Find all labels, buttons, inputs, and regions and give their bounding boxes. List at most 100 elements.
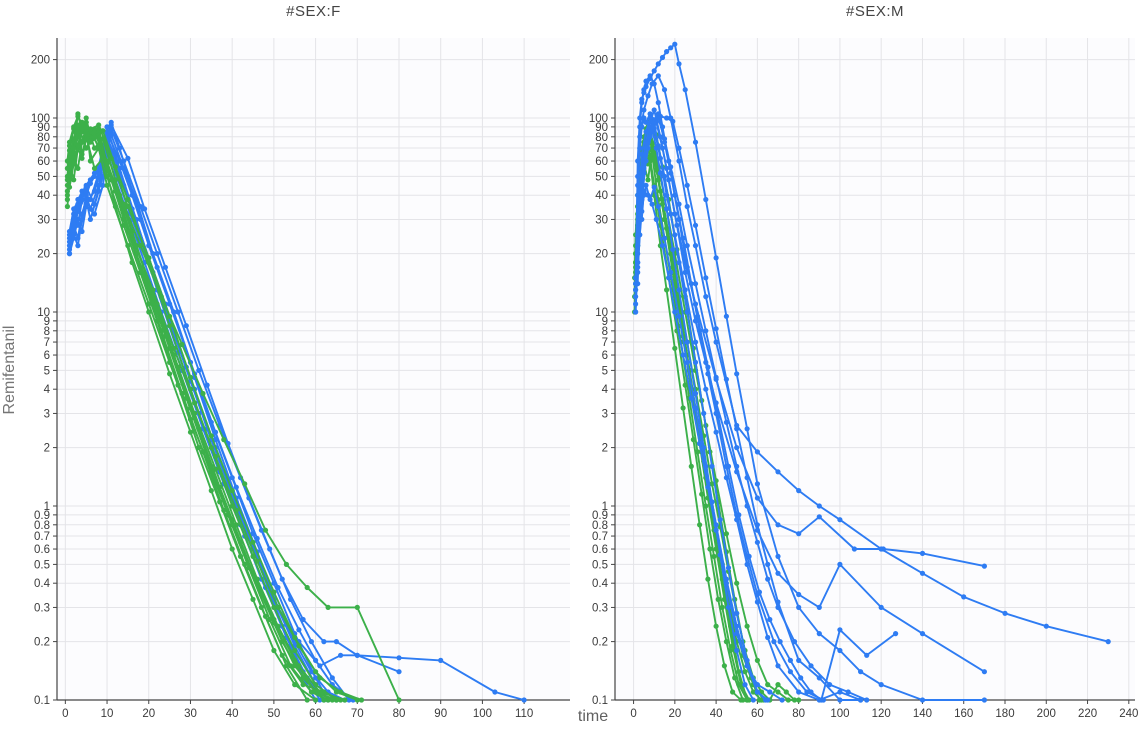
data-point-marker bbox=[796, 488, 802, 494]
y-tick-label: 40 bbox=[37, 190, 50, 202]
data-point-marker bbox=[684, 243, 690, 249]
data-point-marker bbox=[765, 561, 771, 568]
data-point-marker bbox=[682, 382, 688, 388]
data-point-marker bbox=[288, 596, 294, 603]
data-point-marker bbox=[75, 222, 81, 228]
data-point-marker bbox=[635, 264, 641, 270]
data-point-marker bbox=[697, 328, 703, 334]
data-point-marker bbox=[664, 49, 670, 55]
data-point-marker bbox=[719, 604, 725, 611]
data-point-marker bbox=[83, 182, 89, 188]
data-point-marker bbox=[142, 275, 148, 281]
data-point-marker bbox=[837, 647, 843, 654]
data-point-marker bbox=[697, 522, 703, 528]
series-blue bbox=[71, 119, 348, 703]
data-point-marker bbox=[682, 87, 688, 93]
x-tick-label: 20 bbox=[668, 708, 681, 720]
data-point-marker bbox=[796, 604, 802, 611]
y-tick-label: 0.6 bbox=[34, 544, 50, 556]
data-point-marker bbox=[87, 206, 93, 212]
data-point-marker bbox=[734, 610, 740, 616]
data-point-marker bbox=[734, 631, 740, 637]
x-tick-label: 0 bbox=[630, 708, 636, 720]
data-point-marker bbox=[765, 634, 771, 641]
data-point-marker bbox=[734, 422, 740, 429]
data-point-marker bbox=[79, 155, 85, 161]
x-tick-label: 80 bbox=[393, 708, 406, 720]
data-point-marker bbox=[87, 138, 93, 144]
data-point-marker bbox=[754, 481, 761, 487]
data-point-marker bbox=[827, 682, 833, 688]
data-point-marker bbox=[655, 203, 661, 210]
data-point-marker bbox=[275, 584, 281, 591]
data-point-marker bbox=[300, 675, 306, 681]
y-tick-label: 60 bbox=[37, 156, 50, 168]
data-point-marker bbox=[229, 488, 235, 494]
data-point-marker bbox=[154, 301, 160, 307]
data-point-marker bbox=[146, 309, 152, 315]
data-point-marker bbox=[659, 145, 666, 151]
data-point-marker bbox=[734, 512, 740, 518]
data-point-marker bbox=[676, 201, 682, 207]
data-point-marker bbox=[775, 469, 781, 475]
data-point-marker bbox=[713, 326, 719, 332]
data-point-marker bbox=[171, 309, 177, 315]
data-point-marker bbox=[655, 61, 661, 67]
data-point-marker bbox=[703, 328, 709, 334]
data-point-marker bbox=[750, 697, 756, 703]
data-point-marker bbox=[639, 100, 645, 106]
data-point-marker bbox=[354, 652, 360, 658]
y-tick-label: 80 bbox=[37, 132, 50, 144]
x-tick-label: 30 bbox=[184, 708, 197, 720]
x-tick-label: 70 bbox=[351, 708, 364, 720]
data-point-marker bbox=[688, 281, 694, 287]
data-point-marker bbox=[438, 657, 444, 664]
series-green bbox=[66, 126, 327, 703]
data-point-marker bbox=[688, 395, 694, 401]
y-tick-label: 8 bbox=[602, 326, 608, 338]
data-point-marker bbox=[676, 259, 682, 266]
data-point-marker bbox=[66, 251, 73, 257]
y-tick-label: 0.2 bbox=[592, 637, 608, 649]
y-tick-label: 9 bbox=[602, 316, 608, 328]
x-tick-label: 140 bbox=[913, 708, 932, 720]
data-point-marker bbox=[167, 323, 173, 329]
data-point-marker bbox=[651, 184, 657, 190]
series-line bbox=[66, 130, 363, 701]
data-point-marker bbox=[680, 235, 686, 241]
data-point-marker bbox=[713, 527, 719, 533]
data-point-marker bbox=[108, 132, 114, 138]
data-point-marker bbox=[645, 139, 651, 145]
data-point-marker bbox=[137, 243, 143, 249]
y-tick-label: 80 bbox=[595, 132, 608, 144]
data-point-marker bbox=[64, 203, 70, 210]
data-point-marker bbox=[635, 173, 641, 179]
data-point-marker bbox=[71, 177, 77, 183]
y-tick-label: 0.1 bbox=[34, 695, 50, 707]
data-point-marker bbox=[796, 697, 802, 703]
x-tick-label: 80 bbox=[792, 708, 805, 720]
data-point-marker bbox=[668, 269, 674, 275]
y-tick-label: 50 bbox=[37, 171, 50, 183]
data-point-marker bbox=[919, 550, 926, 557]
y-tick-label: 8 bbox=[44, 326, 50, 338]
data-point-marker bbox=[672, 41, 678, 47]
data-point-marker bbox=[651, 150, 657, 156]
data-point-marker bbox=[864, 652, 870, 658]
data-point-marker bbox=[1002, 610, 1008, 616]
data-point-marker bbox=[845, 689, 851, 695]
data-point-marker bbox=[64, 177, 70, 183]
data-point-marker bbox=[66, 161, 73, 167]
data-point-marker bbox=[208, 445, 214, 451]
data-point-marker bbox=[668, 45, 674, 51]
y-tick-label: 0.8 bbox=[592, 520, 608, 532]
data-point-marker bbox=[740, 697, 746, 703]
data-point-marker bbox=[742, 682, 748, 688]
data-point-marker bbox=[308, 689, 314, 695]
data-point-marker bbox=[713, 255, 719, 261]
data-point-marker bbox=[651, 81, 657, 87]
data-point-marker bbox=[779, 697, 785, 703]
data-point-marker bbox=[787, 657, 794, 664]
data-point-marker bbox=[666, 275, 672, 281]
data-point-marker bbox=[358, 697, 365, 703]
